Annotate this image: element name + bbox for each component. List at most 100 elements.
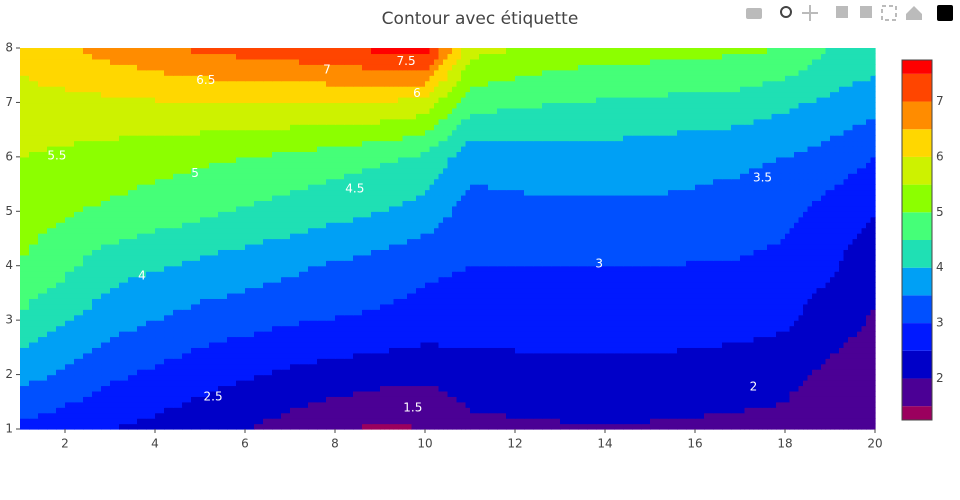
- contour-cell: [632, 309, 642, 316]
- contour-cell: [857, 276, 863, 283]
- contour-cell: [407, 325, 413, 332]
- contour-cell: [83, 363, 93, 370]
- contour-cell: [299, 331, 309, 338]
- contour-cell: [281, 390, 291, 397]
- contour-cell: [110, 205, 120, 212]
- contour-cell: [38, 156, 48, 163]
- contour-cell: [353, 412, 363, 419]
- contour-cell: [407, 254, 413, 261]
- contour-cell: [447, 298, 453, 305]
- contour-cell: [713, 216, 723, 223]
- contour-cell: [830, 265, 836, 272]
- contour-cell: [461, 249, 467, 256]
- zoom-out-icon[interactable]: [860, 6, 872, 18]
- contour-cell: [74, 374, 84, 381]
- contour-cell: [713, 271, 723, 278]
- contour-cell: [578, 358, 588, 365]
- contour-cell: [479, 352, 489, 359]
- contour-cell: [47, 271, 57, 278]
- home-icon[interactable]: [906, 6, 922, 20]
- contour-cell: [353, 331, 363, 338]
- contour-cell: [137, 423, 147, 430]
- contour-cell: [686, 369, 696, 376]
- contour-cell: [344, 369, 354, 376]
- contour-cell: [848, 298, 854, 305]
- contour-cell: [632, 369, 642, 376]
- contour-cell: [812, 287, 818, 294]
- contour-cell: [155, 178, 165, 185]
- contour-cell: [861, 341, 867, 348]
- contour-cell: [146, 216, 156, 223]
- contour-cell: [402, 347, 408, 354]
- contour-cell: [389, 341, 395, 348]
- contour-cell: [56, 380, 66, 387]
- contour-cell: [29, 238, 39, 245]
- contour-cell: [785, 396, 791, 403]
- contour-cell: [447, 243, 453, 250]
- contour-cell: [623, 412, 633, 419]
- contour-cell: [128, 222, 138, 229]
- contour-cell: [731, 358, 741, 365]
- contour-cell: [533, 341, 543, 348]
- contour-cell: [272, 341, 282, 348]
- contour-cell: [740, 260, 746, 267]
- contour-cell: [506, 282, 516, 289]
- contour-cell: [650, 303, 660, 310]
- contour-cell: [74, 352, 84, 359]
- contour-cell: [29, 292, 39, 299]
- contour-cell: [803, 325, 809, 332]
- contour-cell: [101, 189, 111, 196]
- contour-cell: [713, 380, 723, 387]
- pan-icon[interactable]: [802, 5, 818, 21]
- contour-cell: [767, 211, 773, 218]
- contour-cell: [425, 341, 431, 348]
- modebar[interactable]: [746, 5, 953, 21]
- contour-cell: [789, 303, 795, 310]
- contour-cell: [780, 407, 786, 414]
- contour-cell: [830, 222, 836, 229]
- contour-cell: [839, 216, 845, 223]
- contour-cell: [182, 341, 192, 348]
- contour-cell: [425, 303, 431, 310]
- camera-icon[interactable]: [746, 8, 762, 19]
- contour-cell: [695, 238, 705, 245]
- contour-cell: [38, 314, 48, 321]
- contour-cell: [479, 363, 489, 370]
- contour-cell: [393, 309, 399, 316]
- contour-cell: [753, 385, 759, 392]
- contour-cell: [398, 238, 404, 245]
- contour-cell: [843, 341, 849, 348]
- contour-cell: [429, 265, 435, 272]
- contour-cell: [411, 243, 417, 250]
- contour-cell: [704, 298, 714, 305]
- contour-cell: [465, 265, 471, 272]
- contour-cell: [416, 380, 422, 387]
- autoscale-icon[interactable]: [881, 5, 897, 21]
- contour-cell: [668, 396, 678, 403]
- contour-cell: [164, 374, 174, 381]
- contour-cell: [384, 271, 390, 278]
- contour-cell: [353, 341, 363, 348]
- plotly-logo[interactable]: [937, 5, 953, 21]
- zoom-icon[interactable]: [780, 6, 792, 18]
- contour-cell: [56, 396, 66, 403]
- contour-cell: [335, 276, 345, 283]
- contour-cell: [596, 243, 606, 250]
- contour-cell: [191, 233, 201, 240]
- contour-cell: [353, 265, 363, 272]
- contour-cell: [542, 243, 552, 250]
- contour-cell: [668, 325, 678, 332]
- contour-cell: [659, 287, 669, 294]
- zoom-in-icon[interactable]: [836, 6, 848, 18]
- contour-cell: [384, 423, 390, 430]
- contour-cell: [677, 292, 687, 299]
- contour-cell: [393, 320, 399, 327]
- contour-cell: [416, 341, 422, 348]
- contour-cell: [173, 211, 183, 218]
- contour-cell: [209, 385, 219, 392]
- contour-cell: [92, 194, 102, 201]
- contour-cell: [429, 303, 435, 310]
- contour-cell: [641, 238, 651, 245]
- contour-cell: [110, 216, 120, 223]
- contour-cell: [834, 227, 840, 234]
